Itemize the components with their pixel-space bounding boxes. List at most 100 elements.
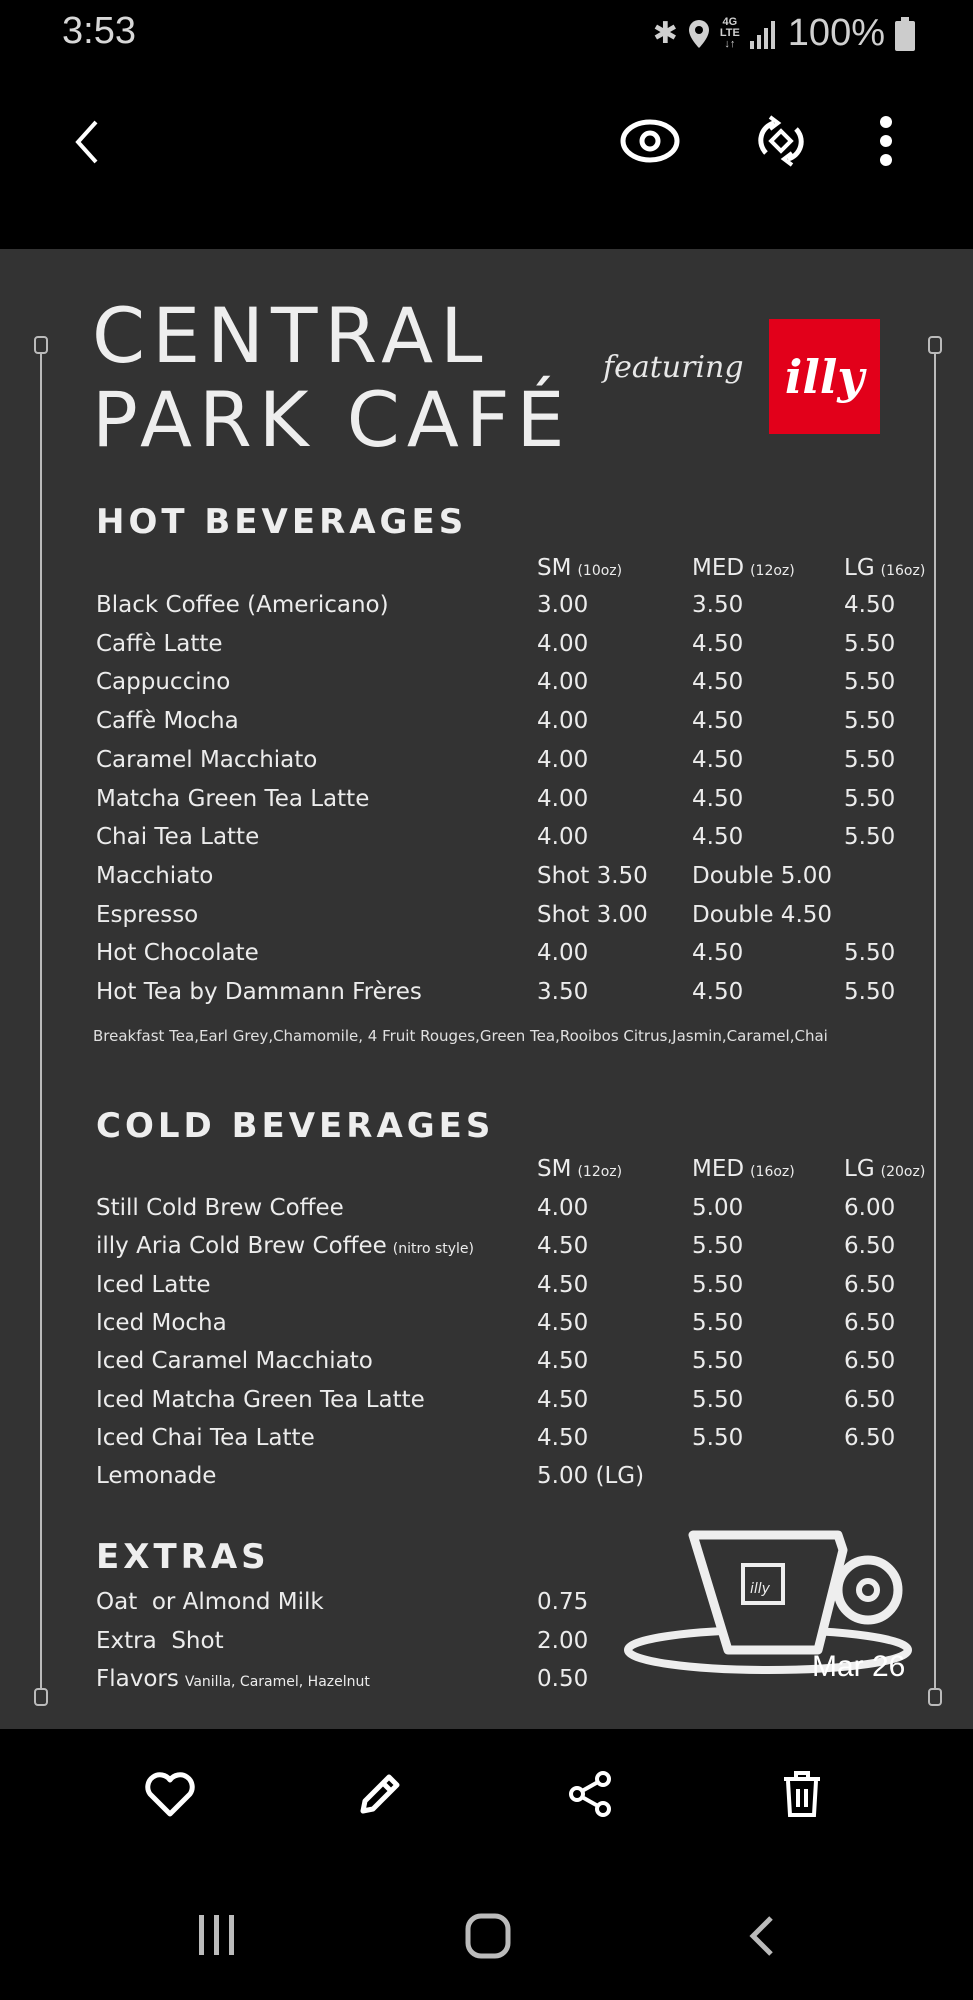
item-name: Iced Mocha [96,1309,227,1336]
cafe-title-line2: PARK CAFÉ [92,375,572,464]
battery-level: 100% [787,12,885,54]
price-lg: 5.50 [844,669,896,696]
item-name: Caffè Latte [96,630,223,657]
tea-varieties-note: Breakfast Tea,Earl Grey,Chamomile, 4 Fru… [93,1027,828,1045]
price-sm: 4.50 [537,1348,589,1375]
cold-beverages-heading: COLD BEVERAGES [96,1106,495,1146]
price-sm: 4.00 [537,1195,589,1221]
back-icon[interactable] [72,118,102,166]
price-lg: 6.50 [844,1386,896,1413]
price-med: Double 4.50 [692,901,833,928]
price-lg: 5.50 [844,824,896,851]
home-button[interactable] [462,1912,514,1960]
column-header: LG (16oz) [844,555,925,581]
column-header: MED (16oz) [692,1156,795,1182]
item-name: Caffè Mocha [96,708,239,735]
item-name: Hot Tea by Dammann Frères [96,979,422,1005]
item-name: Extra Shot [96,1627,224,1654]
edit-button[interactable] [352,1768,408,1820]
column-header: MED (12oz) [692,555,795,581]
rotate-icon[interactable] [756,115,806,167]
item-name: Flavors [96,1666,179,1692]
size-label: LG [844,1156,875,1182]
price-lg: 6.00 [844,1195,896,1221]
cafe-title-line1: CENTRAL [92,291,490,380]
date-overlay: Mar 26 [812,1650,906,1683]
delete-icon [784,1771,820,1817]
price-med: 4.50 [692,824,744,851]
price-sm: 4.00 [537,940,589,967]
back-icon [749,1916,773,1956]
frame-cap [928,1688,942,1706]
more-icon[interactable] [878,115,894,167]
menu-item-name: Iced Chai Tea Latte [96,1425,315,1451]
price-sm: 4.50 [537,1424,589,1451]
size-label: LG [844,555,875,581]
column-header: SM (12oz) [537,1156,622,1182]
menu-item-name: Caramel Macchiato [96,747,317,773]
price-sm: 4.50 [537,1271,589,1298]
price-med: 5.50 [692,1309,744,1336]
price-lg: 4.50 [844,592,896,618]
price-sm: Shot 3.00 [537,901,648,928]
illy-logo: illy [769,319,880,434]
hot-beverages-heading: HOT BEVERAGES [96,502,468,542]
price-lg: 6.50 [844,1348,896,1375]
price-sm: 5.00 (LG) [537,1463,645,1490]
delete-button[interactable] [776,1768,828,1820]
recents-button[interactable] [192,1912,242,1958]
favorite-button[interactable] [140,1770,200,1820]
size-oz: (10oz) [577,563,623,579]
item-name: Chai Tea Latte [96,824,260,851]
size-label: SM [537,1156,572,1182]
size-label: MED [692,1156,745,1182]
price-lg: 5.50 [844,746,896,773]
price-med: 4.50 [692,669,744,696]
price-med: 5.50 [692,1271,744,1298]
menu-item-name: Chai Tea Latte [96,824,259,850]
size-oz: (16oz) [880,563,926,579]
menu-item-name: Black Coffee (Americano) [96,592,389,618]
menu-item-name: Matcha Green Tea Latte [96,786,369,812]
share-button[interactable] [562,1768,618,1820]
heart-icon [145,1772,195,1817]
status-icons: ✱ 4G LTE ↓↑ 100% [653,12,915,55]
frame-cap [928,336,942,354]
price-sm: 4.00 [537,669,589,696]
menu-image [0,249,973,1729]
item-name: illy Aria Cold Brew Coffee [96,1233,387,1260]
item-name: Iced Latte [96,1271,211,1298]
menu-item-name: Macchiato [96,863,213,889]
price-lg: 5.50 [844,979,896,1005]
extra-item-name: Flavors Vanilla, Caramel, Hazelnut [96,1666,370,1692]
price-sm: Shot 3.50 [537,862,648,889]
price-med: 3.50 [692,592,744,618]
menu-item-name: Iced Matcha Green Tea Latte [96,1387,425,1413]
share-icon [569,1771,611,1817]
price-lg: 6.50 [844,1271,896,1298]
price-lg: 6.50 [844,1233,896,1260]
extra-price: 0.75 [537,1589,589,1615]
item-name: Lemonade [96,1463,217,1490]
eye-icon[interactable] [620,118,680,164]
coffee-cup-illustration: illy [624,1530,912,1674]
size-oz: (20oz) [880,1164,926,1180]
extras-heading: EXTRAS [96,1537,270,1577]
price-med: 4.50 [692,979,744,1005]
item-name: Caramel Macchiato [96,746,318,773]
price-sm: 4.50 [537,1386,589,1413]
4g-lte-icon: 4G LTE ↓↑ [719,16,740,50]
price-med: 4.50 [692,940,744,967]
nav-back-button[interactable] [742,1912,782,1960]
menu-item-name: illy Aria Cold Brew Coffee (nitro style) [96,1233,474,1259]
menu-item-name: Iced Mocha [96,1310,227,1336]
item-note: (nitro style) [392,1241,475,1258]
price-sm: 4.00 [537,824,589,851]
item-name: Black Coffee (Americano) [96,592,389,618]
menu-item-name: Lemonade [96,1463,216,1489]
edit-icon [360,1774,400,1814]
price-med: 4.50 [692,785,744,812]
price-sm: 4.50 [537,1309,589,1336]
price-lg: 5.50 [844,785,896,812]
price-med: 5.50 [692,1233,744,1260]
